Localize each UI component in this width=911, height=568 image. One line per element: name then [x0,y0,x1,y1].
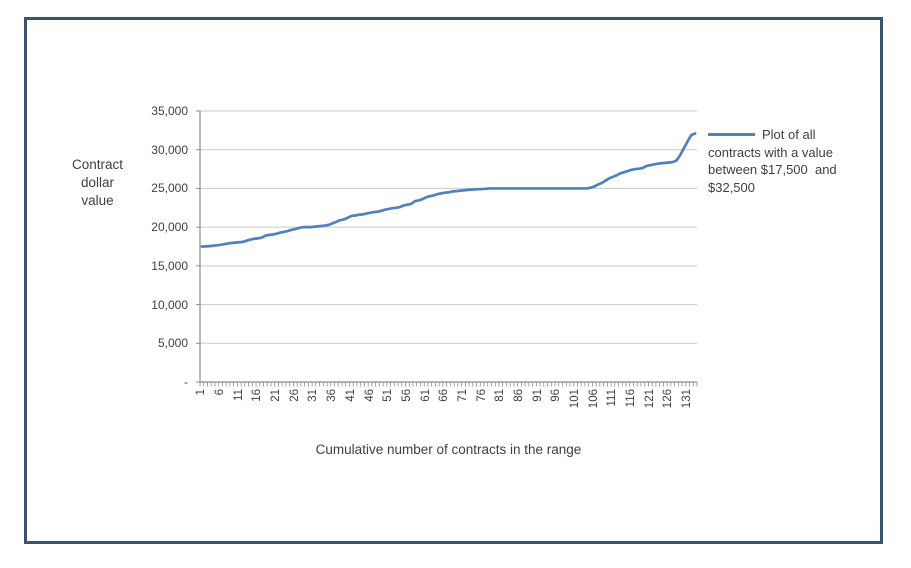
x-axis-tick-label: 61 [419,389,432,402]
legend-text-line: contracts with a value [708,144,834,160]
x-axis-tick-label: 116 [625,389,638,408]
legend-entry: Plot of all [708,126,890,144]
legend-line-sample-icon [708,133,755,137]
legend-text-line: Plot of all [762,127,816,142]
x-axis-tick-label: 121 [643,389,656,409]
y-axis-tick-label: 35,000 [151,104,188,118]
y-axis-title-line: value [81,193,114,208]
x-axis-tick-label: 66 [438,389,451,402]
y-axis-tick-label: 15,000 [151,258,188,273]
x-axis-tick-label: 71 [456,389,469,402]
x-axis-tick-label: 106 [587,389,600,409]
x-axis-tick-label: 81 [494,389,507,402]
x-axis-tick-label: 6 [214,389,227,396]
y-axis-tick-label: 30,000 [151,142,188,157]
x-axis-tick-label: 91 [531,389,544,402]
y-axis-tick-label: 20,000 [151,220,188,235]
y-axis-tick-label: 25,000 [151,181,188,196]
x-axis-tick-label: 51 [382,389,395,402]
x-axis-tick-label: 46 [363,389,376,402]
x-axis-title: Cumulative number of contracts in the ra… [315,442,582,457]
y-axis-tick-label: 5,000 [157,336,188,351]
y-axis-tick-label: - [184,375,188,389]
x-axis-tick-label: 41 [344,389,357,402]
x-axis-tick-label: 86 [513,389,525,402]
y-axis-title-line: dollar [80,175,115,190]
x-axis-tick-label: 131 [681,389,694,409]
x-axis-tick-label: 11 [232,389,245,401]
x-axis-tick-label: 101 [569,389,582,409]
x-axis-tick-label: 126 [662,389,675,409]
x-axis-tick-label: 111 [606,389,619,407]
x-axis-tick-label: 1 [195,389,208,396]
y-axis-title: Contract dollar value [45,156,150,210]
chart-legend: Plot of all contracts with a value betwe… [708,126,890,196]
x-axis-tick-label: 56 [400,389,413,402]
y-axis-tick-label: 10,000 [151,297,188,312]
x-axis-tick-label: 31 [307,389,320,402]
y-axis-title-line: Contract [71,157,124,172]
legend-text-line: $32,500 [708,179,755,195]
legend-text-line: between $17,500 and [708,162,837,177]
x-axis-tick-label: 21 [270,389,283,402]
chart-frame [24,17,883,544]
x-axis-tick-label: 16 [251,389,264,402]
x-axis-tick-label: 96 [550,389,563,402]
x-axis-tick-label: 76 [475,389,488,402]
x-axis-tick-label: 36 [326,389,339,402]
x-axis-tick-label: 26 [288,389,301,402]
